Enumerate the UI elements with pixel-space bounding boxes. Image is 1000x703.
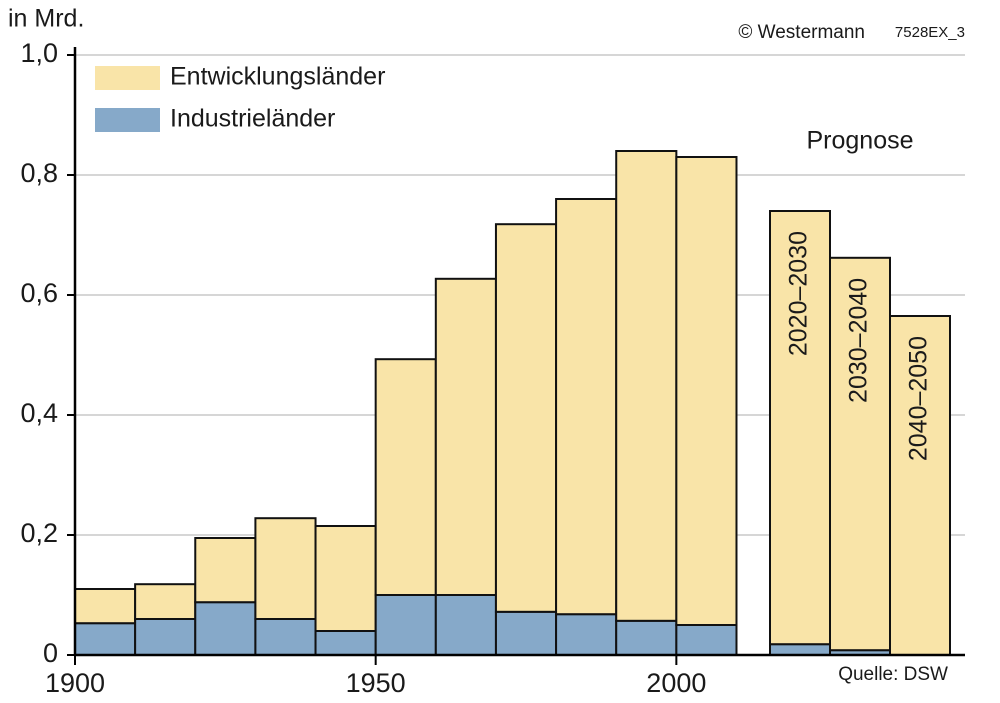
y-tick-label: 0,4 (20, 398, 58, 428)
bar-segment (434, 594, 497, 656)
bar-segment (134, 583, 197, 621)
code: 7528EX_3 (895, 24, 965, 41)
y-tick-label: 1,0 (20, 38, 58, 68)
bar-segment (134, 618, 197, 656)
bar-segment (555, 198, 618, 616)
bar-segment (434, 277, 497, 596)
bar-segment (314, 630, 377, 656)
y-axis-label: in Mrd. (8, 5, 84, 33)
bar-segment (374, 358, 437, 597)
bar-segment (615, 619, 678, 656)
forecast-category: 2030–2040 (845, 278, 873, 403)
forecast-segment (889, 315, 951, 656)
y-tick-label: 0 (43, 638, 58, 668)
bar-segment (675, 156, 738, 626)
forecast-label: Prognose (806, 127, 913, 155)
forecast-segment (769, 210, 831, 646)
axes: 1900 1950 2000 Entwicklungsländer Industriel… (45, 47, 965, 698)
bar-segment (74, 588, 137, 625)
y-tick-label: 0,8 (20, 158, 58, 188)
bar-segment (74, 622, 137, 657)
bar-segment (254, 517, 317, 621)
credit: © Westermann (738, 22, 865, 43)
legend-swatch (95, 108, 160, 132)
bar-segment (254, 618, 317, 656)
bars: 2020–2030 2030–2040 2040–2050 (74, 150, 951, 657)
legend-swatch (95, 66, 160, 90)
y-tick-label: 0,6 (20, 278, 58, 308)
bar-segment (555, 613, 618, 657)
forecast-category: 2020–2030 (785, 231, 813, 356)
x-tick-label: 1900 (45, 668, 105, 698)
source: Quelle: DSW (838, 664, 948, 685)
forecast-segment (769, 643, 831, 657)
bar-segment (194, 537, 257, 604)
legend-label: Industrieländer (170, 105, 335, 133)
x-tick-label: 1950 (346, 668, 406, 698)
bar-segment (675, 624, 738, 656)
y-tick-label: 0,2 (20, 518, 58, 548)
bar-segment (314, 525, 377, 632)
x-tick-label: 2000 (646, 668, 706, 698)
legend-label: Entwicklungsländer (170, 63, 385, 91)
bar-segment (494, 610, 558, 656)
bar-segment (374, 594, 437, 656)
bar-segment (494, 223, 558, 613)
bar-segment (194, 601, 257, 657)
forecast-segment (829, 256, 891, 652)
forecast-category: 2040–2050 (905, 336, 933, 461)
bar-segment (615, 150, 678, 622)
